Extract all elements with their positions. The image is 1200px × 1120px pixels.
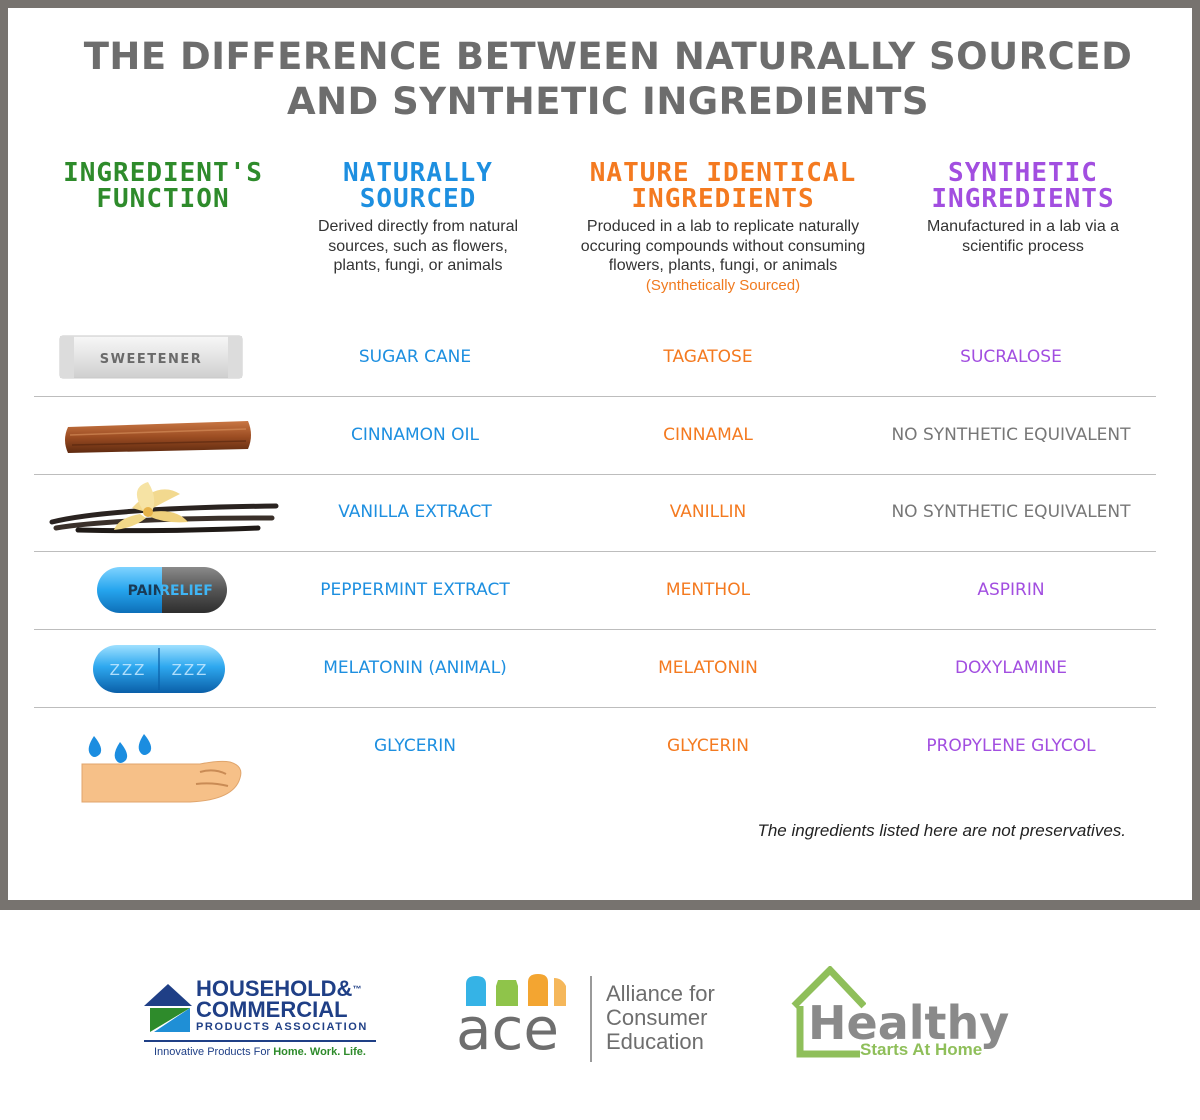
healthy-starts-at-home-logo: Healthy Starts At Home: [790, 966, 1040, 1066]
cell-identical: TAGATOSE: [663, 347, 753, 367]
hcpa-logo: HOUSEHOLD&™ COMMERCIAL PRODUCTS ASSOCIAT…: [140, 972, 390, 1068]
cell-synthetic: ASPIRIN: [977, 580, 1045, 600]
column-header-identical-line-2: INGREDIENTS: [631, 184, 815, 214]
column-header-function-line-1: INGREDIENT'S: [63, 158, 263, 188]
hand-water-drops-icon: [81, 734, 242, 803]
ace-name-line-2: Consumer: [606, 1005, 708, 1030]
pill-label-pain: PAIN: [128, 583, 165, 599]
hcpa-tagline-prefix: Innovative Products For: [154, 1046, 274, 1058]
column-header-natural-line-2: SOURCED: [359, 184, 477, 214]
cell-natural: PEPPERMINT EXTRACT: [320, 580, 510, 600]
cell-natural: CINNAMON OIL: [351, 425, 479, 445]
ace-divider: [590, 976, 592, 1062]
hcpa-rule: [144, 1040, 376, 1042]
ace-logo: ace Alliance for Consumer Education: [456, 972, 726, 1064]
cell-synthetic: SUCRALOSE: [960, 347, 1062, 367]
title-line-2: AND SYNTHETIC INGREDIENTS: [286, 80, 930, 123]
hcpa-tagline: Innovative Products For Home. Work. Life…: [154, 1046, 366, 1058]
column-desc-synthetic: Manufactured in a lab via a scientific p…: [888, 217, 1158, 256]
table-row: PAIN RELIEF PEPPERMINT EXTRACT MENTHOL A…: [34, 552, 1156, 630]
column-header-natural: NATURALLY SOURCED: [268, 160, 568, 212]
column-desc-natural-line-1: Derived directly from natural: [317, 218, 519, 235]
sleep-pill-icon: ZZZ ZZZ: [93, 645, 225, 693]
table-row: GLYCERIN GLYCERIN PROPYLENE GLYCOL: [34, 708, 1156, 803]
hcpa-trademark: ™: [352, 984, 362, 994]
sweetener-packet-icon: SWEETENER: [59, 335, 243, 379]
pill-label-zzz-right: ZZZ: [172, 661, 209, 679]
cell-natural: VANILLA EXTRACT: [338, 502, 492, 522]
pill-label-zzz-left: ZZZ: [110, 661, 147, 679]
table-row: VANILLA EXTRACT VANILLIN NO SYNTHETIC EQ…: [34, 474, 1156, 552]
table-row: SWEETENER SUGAR CANE TAGATOSE SUCRALOSE: [34, 319, 1156, 397]
column-desc-identical-line-1: Produced in a lab to replicate naturally: [586, 218, 860, 235]
ace-name-line-3: Education: [606, 1029, 704, 1054]
cell-natural: GLYCERIN: [374, 736, 456, 756]
cell-synthetic: DOXYLAMINE: [954, 658, 1068, 678]
hcpa-tagline-emphasis: Home. Work. Life.: [273, 1046, 366, 1058]
column-desc-natural: Derived directly from natural sources, s…: [268, 217, 568, 276]
column-header-synthetic-line-1: SYNTHETIC: [948, 158, 1098, 188]
vanilla-flower-icon: [49, 482, 279, 534]
column-header-identical-line-1: NATURE IDENTICAL: [589, 158, 857, 188]
cell-identical: GLYCERIN: [667, 736, 749, 756]
column-header-synthetic: SYNTHETIC INGREDIENTS: [888, 160, 1158, 212]
column-desc-natural-line-3: plants, fungi, or animals: [333, 257, 503, 274]
column-desc-identical: Produced in a lab to replicate naturally…: [548, 217, 898, 295]
cell-synthetic: NO SYNTHETIC EQUIVALENT: [891, 502, 1131, 522]
healthy-wordmark: Healthy: [808, 996, 1010, 1050]
column-note-identical: (Synthetically Sourced): [645, 276, 801, 294]
cell-natural: SUGAR CANE: [358, 347, 472, 367]
pain-relief-pill-icon: PAIN RELIEF: [97, 567, 227, 613]
cell-identical: MENTHOL: [665, 580, 751, 600]
healthy-tagline: Starts At Home: [860, 1040, 983, 1059]
column-desc-identical-line-3: flowers, plants, fungi, or animals: [608, 257, 838, 274]
cell-identical: VANILLIN: [669, 502, 747, 522]
infographic-frame: THE DIFFERENCE BETWEEN NATURALLY SOURCED…: [0, 0, 1200, 910]
footnote: The ingredients listed here are not pres…: [757, 821, 1126, 840]
column-header-function: INGREDIENT'S FUNCTION: [38, 160, 288, 212]
cell-identical: MELATONIN: [658, 658, 758, 678]
hcpa-name-line-3: PRODUCTS ASSOCIATION: [196, 1021, 368, 1033]
hcpa-house-icon: [144, 984, 192, 1032]
ace-name-line-1: Alliance for: [606, 981, 715, 1006]
sweetener-packet-label: SWEETENER: [100, 352, 202, 367]
healthy-house-icon: [791, 966, 866, 1058]
cell-synthetic: PROPYLENE GLYCOL: [926, 736, 1096, 756]
column-header-function-line-2: FUNCTION: [96, 184, 230, 214]
column-desc-synthetic-line-2: scientific process: [962, 237, 1084, 255]
hcpa-name-line-1: HOUSEHOLD&: [196, 976, 353, 1001]
column-desc-identical-line-2: occuring compounds without consuming: [580, 237, 866, 255]
cell-natural: MELATONIN (ANIMAL): [323, 658, 507, 678]
ace-product-icons: [466, 974, 566, 1006]
cinnamon-stick-icon: [65, 421, 251, 453]
hcpa-name-line-2: COMMERCIAL: [196, 997, 348, 1022]
column-header-synthetic-line-2: INGREDIENTS: [931, 184, 1115, 214]
column-desc-synthetic-line-1: Manufactured in a lab via a: [926, 218, 1120, 235]
cell-synthetic: NO SYNTHETIC EQUIVALENT: [891, 425, 1131, 445]
ace-wordmark: ace: [456, 995, 560, 1063]
pill-label-relief: RELIEF: [159, 583, 213, 599]
column-header-natural-line-1: NATURALLY: [343, 158, 493, 188]
page-title: THE DIFFERENCE BETWEEN NATURALLY SOURCED…: [8, 34, 1200, 124]
table-row: CINNAMON OIL CINNAMAL NO SYNTHETIC EQUIV…: [34, 397, 1156, 475]
column-header-identical: NATURE IDENTICAL INGREDIENTS: [548, 160, 898, 212]
table-row: ZZZ ZZZ MELATONIN (ANIMAL) MELATONIN DOX…: [34, 630, 1156, 708]
column-desc-natural-line-2: sources, such as flowers,: [328, 237, 508, 255]
cell-identical: CINNAMAL: [663, 425, 753, 445]
title-line-1: THE DIFFERENCE BETWEEN NATURALLY SOURCED: [83, 35, 1133, 78]
